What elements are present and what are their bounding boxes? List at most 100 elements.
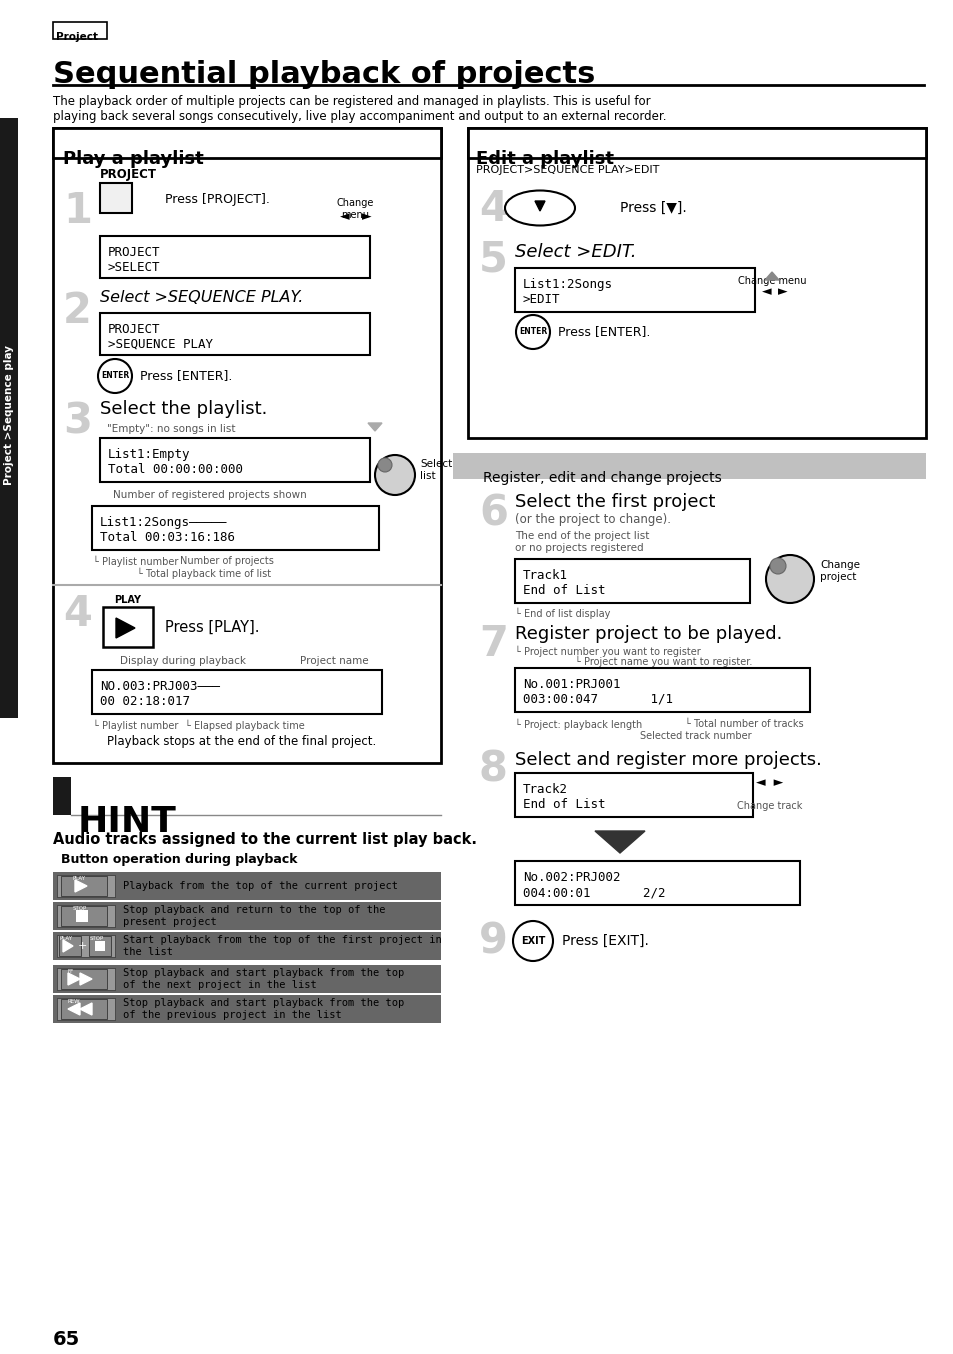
Bar <box>453 454 925 479</box>
Bar <box>100 313 370 355</box>
Text: "Empty": no songs in list: "Empty": no songs in list <box>107 424 235 435</box>
Bar <box>53 965 440 992</box>
Text: ◄: ◄ <box>761 284 771 298</box>
Polygon shape <box>764 272 779 280</box>
Bar <box>103 607 152 647</box>
Polygon shape <box>595 831 644 853</box>
Bar <box>53 777 71 815</box>
Text: Stop playback and start playback from the top
of the next project in the list: Stop playback and start playback from th… <box>123 968 404 990</box>
Polygon shape <box>368 422 381 431</box>
Text: └ Playlist number: └ Playlist number <box>92 720 178 731</box>
Bar <box>76 910 88 922</box>
Text: Press [▼].: Press [▼]. <box>619 200 686 215</box>
Bar <box>91 506 378 550</box>
Circle shape <box>377 458 392 473</box>
Text: PLAY: PLAY <box>73 876 86 881</box>
Text: PROJECT: PROJECT <box>100 168 157 181</box>
Bar <box>61 876 107 896</box>
Text: ◄  ►: ◄ ► <box>756 776 782 789</box>
Bar <box>57 936 115 957</box>
Text: Stop playback and start playback from the top
of the previous project in the lis: Stop playback and start playback from th… <box>123 998 404 1020</box>
Text: Playback stops at the end of the final project.: Playback stops at the end of the final p… <box>107 735 375 747</box>
Text: Change
project: Change project <box>820 561 859 582</box>
Bar <box>53 995 440 1024</box>
Text: Audio tracks assigned to the current list play back.: Audio tracks assigned to the current lis… <box>53 831 476 848</box>
Bar <box>515 773 752 816</box>
Text: Select the first project: Select the first project <box>515 493 715 510</box>
Text: ►: ► <box>778 284 787 298</box>
Text: 003:00:047       1/1: 003:00:047 1/1 <box>522 693 672 705</box>
Text: Project: Project <box>56 32 98 42</box>
Text: 8: 8 <box>478 747 507 789</box>
Text: FF: FF <box>68 969 74 974</box>
Bar <box>100 437 370 482</box>
Text: >SEQUENCE PLAY: >SEQUENCE PLAY <box>108 338 213 351</box>
Text: No.001:PRJ001: No.001:PRJ001 <box>522 678 619 691</box>
Text: Stop playback and return to the top of the
present project: Stop playback and return to the top of t… <box>123 906 385 926</box>
Circle shape <box>375 455 415 496</box>
Text: └ Total playback time of list: └ Total playback time of list <box>137 567 271 580</box>
Bar <box>53 872 440 900</box>
Text: 4: 4 <box>63 593 91 635</box>
Bar <box>515 668 809 712</box>
Text: 6: 6 <box>478 493 507 535</box>
Text: └ Project name you want to register.: └ Project name you want to register. <box>575 655 752 668</box>
Text: └ Elapsed playback time: └ Elapsed playback time <box>185 720 304 731</box>
Text: PROJECT>SEQUENCE PLAY>EDIT: PROJECT>SEQUENCE PLAY>EDIT <box>476 165 659 175</box>
Polygon shape <box>535 200 544 211</box>
Polygon shape <box>68 1003 80 1016</box>
Text: Number of registered projects shown: Number of registered projects shown <box>112 490 307 500</box>
Text: 3: 3 <box>63 399 91 441</box>
Bar <box>95 941 105 951</box>
Polygon shape <box>116 617 135 638</box>
Text: Change
menu: Change menu <box>336 198 374 219</box>
Text: PROJECT: PROJECT <box>108 324 160 336</box>
Bar <box>61 999 107 1020</box>
Text: Press [PROJECT].: Press [PROJECT]. <box>165 194 270 206</box>
Text: Project >Sequence play: Project >Sequence play <box>4 345 14 485</box>
Text: 004:00:01       2/2: 004:00:01 2/2 <box>522 886 665 899</box>
Bar <box>57 968 115 990</box>
Text: Total 00:00:00:000: Total 00:00:00:000 <box>108 463 243 477</box>
Text: 65: 65 <box>53 1330 80 1349</box>
Bar <box>57 875 115 896</box>
Text: PROJECT: PROJECT <box>108 246 160 259</box>
Bar <box>515 559 749 603</box>
Text: └ End of list display: └ End of list display <box>515 608 610 619</box>
Text: List1:2Songs—————: List1:2Songs————— <box>100 516 227 529</box>
Text: EXIT: EXIT <box>520 936 544 946</box>
Bar <box>57 904 115 927</box>
Text: Register, edit and change projects: Register, edit and change projects <box>482 471 721 485</box>
Text: 2: 2 <box>63 290 91 332</box>
Bar <box>91 670 381 714</box>
Text: ENTER: ENTER <box>101 371 129 380</box>
Text: +: + <box>77 941 87 951</box>
Text: Display during playback: Display during playback <box>120 655 246 666</box>
Bar <box>61 906 107 926</box>
Text: Select
list: Select list <box>419 459 452 481</box>
Bar <box>515 861 800 904</box>
Bar <box>53 22 107 39</box>
Bar <box>53 902 440 930</box>
Text: Button operation during playback: Button operation during playback <box>61 853 297 867</box>
Text: STOP: STOP <box>90 936 104 941</box>
Text: Sequential playback of projects: Sequential playback of projects <box>53 60 595 89</box>
Text: Play a playlist: Play a playlist <box>63 150 204 168</box>
Polygon shape <box>80 1003 91 1016</box>
Text: Register project to be played.: Register project to be played. <box>515 626 781 643</box>
Text: 7: 7 <box>478 623 507 665</box>
Circle shape <box>516 315 550 349</box>
Text: Track2: Track2 <box>522 783 567 796</box>
Circle shape <box>98 359 132 393</box>
Text: Project name: Project name <box>299 655 368 666</box>
Bar <box>89 936 111 956</box>
Polygon shape <box>68 974 80 984</box>
Bar <box>53 932 440 960</box>
Bar <box>100 183 132 213</box>
Text: Select >SEQUENCE PLAY.: Select >SEQUENCE PLAY. <box>100 290 303 305</box>
Bar <box>515 268 754 311</box>
Text: Change track: Change track <box>737 802 801 811</box>
Text: Press [PLAY].: Press [PLAY]. <box>165 620 259 635</box>
Text: Select and register more projects.: Select and register more projects. <box>515 751 821 769</box>
Text: List1:Empty: List1:Empty <box>108 448 191 460</box>
